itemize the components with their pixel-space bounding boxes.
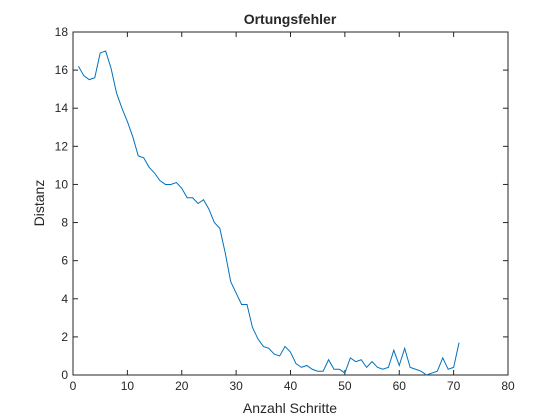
- x-tick-label: 10: [121, 379, 135, 393]
- x-tick-label: 60: [393, 379, 407, 393]
- x-tick-label: 0: [70, 379, 77, 393]
- x-tick-label: 80: [501, 379, 515, 393]
- x-tick-label: 20: [175, 379, 189, 393]
- chart-title: Ortungsfehler: [244, 11, 337, 27]
- y-axis-label: Distanz: [31, 180, 47, 227]
- y-tick-label: 4: [61, 292, 68, 306]
- y-tick-label: 18: [55, 25, 69, 39]
- y-tick-label: 0: [61, 368, 68, 382]
- series-line: [78, 50, 460, 376]
- y-tick-label: 2: [61, 330, 68, 344]
- x-tick-label: 70: [447, 379, 461, 393]
- y-tick-label: 6: [61, 254, 68, 268]
- x-tick-label: 50: [338, 379, 352, 393]
- x-axis-label: Anzahl Schritte: [243, 400, 337, 416]
- x-tick-label: 30: [229, 379, 243, 393]
- y-tick-label: 8: [61, 216, 68, 230]
- y-tick-label: 16: [55, 63, 69, 77]
- x-axis-ticks: 0 10 20 30 40 50 60 70 80: [70, 32, 515, 393]
- y-axis-ticks: 0 2 4 6 8 10 12 14 16 18: [55, 25, 508, 382]
- plot-area: [72, 31, 509, 376]
- y-tick-label: 10: [55, 177, 69, 191]
- y-tick-label: 12: [55, 139, 69, 153]
- y-tick-label: 14: [55, 101, 69, 115]
- x-tick-label: 40: [284, 379, 298, 393]
